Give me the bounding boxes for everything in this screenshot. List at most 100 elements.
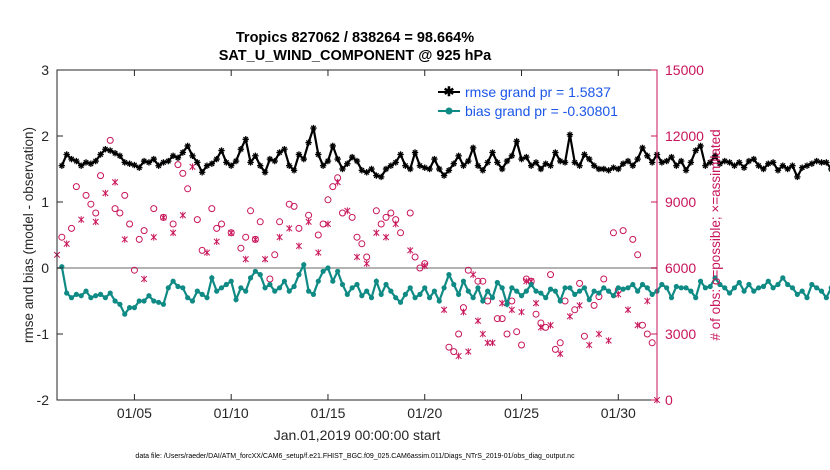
bias-point <box>426 295 433 301</box>
rmse-point <box>348 153 356 161</box>
bias-point <box>209 275 215 281</box>
rmse-point <box>566 131 574 138</box>
x-tick-label: 01/05 <box>117 405 152 421</box>
bias-point <box>165 285 171 291</box>
obs-possible-point <box>532 310 540 318</box>
obs-possible-point <box>295 224 303 232</box>
y-right-axis-ticks: 0 3000 6000 9000 12000 15000 <box>651 62 704 408</box>
bias-point <box>451 281 457 288</box>
bias-point <box>533 288 539 294</box>
bias-point <box>823 295 829 301</box>
obs-assimilated-point <box>121 236 128 243</box>
rmse-point <box>813 157 820 165</box>
rmse-point <box>203 162 211 169</box>
obs-possible-point <box>513 328 521 336</box>
rmse-point <box>92 157 99 165</box>
rmse-point <box>474 162 482 169</box>
rmse-point <box>615 165 622 173</box>
bias-point <box>325 265 331 271</box>
bias-point <box>683 285 689 291</box>
obs-possible-point <box>208 205 216 213</box>
obs-possible-point <box>169 220 177 228</box>
obs-assimilated-point <box>566 313 574 320</box>
obs-possible-point <box>619 227 627 235</box>
bias-point <box>436 298 442 304</box>
obs-assimilated-point <box>474 317 482 325</box>
rmse-point <box>266 155 274 163</box>
rmse-point <box>276 149 283 156</box>
bias-point <box>547 286 554 292</box>
y-left-tick-label: 1 <box>41 194 49 210</box>
bias-point <box>731 285 738 291</box>
rmse-point <box>165 157 172 165</box>
bias-point <box>359 293 365 299</box>
bias-point <box>460 278 467 284</box>
rmse-point <box>663 157 670 165</box>
bias-point <box>301 262 307 268</box>
bias-point <box>572 291 578 297</box>
rmse-point <box>111 149 119 157</box>
obs-possible-point <box>92 209 100 217</box>
obs-assimilated-point <box>595 330 603 338</box>
bias-point <box>576 288 583 294</box>
rmse-point <box>731 162 738 169</box>
obs-possible-point <box>455 330 463 338</box>
obs-assimilated-point <box>305 218 312 226</box>
bias-point <box>456 291 462 297</box>
rmse-point <box>353 157 361 165</box>
bias-point <box>141 298 147 304</box>
bias-point <box>543 295 549 301</box>
bias-point <box>693 295 699 301</box>
bias-point <box>170 278 176 284</box>
y-right-axis-label: # of obs: o=possible; ×=assimilated <box>708 129 723 340</box>
bias-point <box>736 279 742 286</box>
bias-point <box>306 288 312 294</box>
obs-possible-point <box>237 244 245 252</box>
bias-point <box>364 288 370 294</box>
rmse-point <box>68 155 75 163</box>
obs-possible-point <box>174 161 182 169</box>
bias-point <box>117 301 123 307</box>
bias-point <box>775 281 781 288</box>
obs-possible-point <box>377 220 385 228</box>
obs-assimilated-point <box>344 207 351 215</box>
bias-point <box>126 305 133 311</box>
bias-point <box>281 278 288 284</box>
obs-possible-point <box>329 183 337 191</box>
bias-point <box>528 281 534 288</box>
bias-point <box>799 288 805 294</box>
obs-assimilated-point <box>624 306 632 314</box>
rmse-point <box>136 164 143 171</box>
obs-assimilated-point <box>484 339 491 347</box>
rmse-point <box>527 162 535 169</box>
x-axis-ticks: 01/05 01/10 01/15 01/20 01/25 01/30 <box>117 70 636 421</box>
bias-point <box>620 286 626 292</box>
bias-point <box>470 295 476 301</box>
obs-possible-point <box>68 224 76 232</box>
obs-possible-point <box>358 240 366 248</box>
bias-point <box>335 268 341 274</box>
bias-point <box>606 288 612 294</box>
rmse-point <box>97 151 104 158</box>
obs-possible-point <box>247 207 255 215</box>
obs-possible-point <box>518 341 526 349</box>
rmse-point <box>344 160 351 167</box>
bias-point <box>668 295 675 301</box>
bias-series <box>59 261 830 317</box>
obs-assimilated-point <box>63 240 70 248</box>
bias-point <box>509 285 515 291</box>
rmse-point <box>769 159 777 166</box>
obs-possible-point <box>179 169 187 177</box>
bias-point <box>794 291 800 297</box>
obs-possible-point <box>600 275 608 283</box>
obs-possible-point <box>372 207 380 215</box>
obs-possible-point <box>411 253 419 261</box>
y-right-tick-label: 15000 <box>665 62 704 78</box>
bias-point <box>296 272 302 278</box>
rmse-point <box>518 155 525 163</box>
obs-possible-point <box>290 202 298 210</box>
obs-assimilated-point <box>276 233 283 241</box>
bias-point <box>262 285 268 291</box>
obs-assimilated-point <box>363 260 370 267</box>
rmse-point <box>789 162 796 169</box>
